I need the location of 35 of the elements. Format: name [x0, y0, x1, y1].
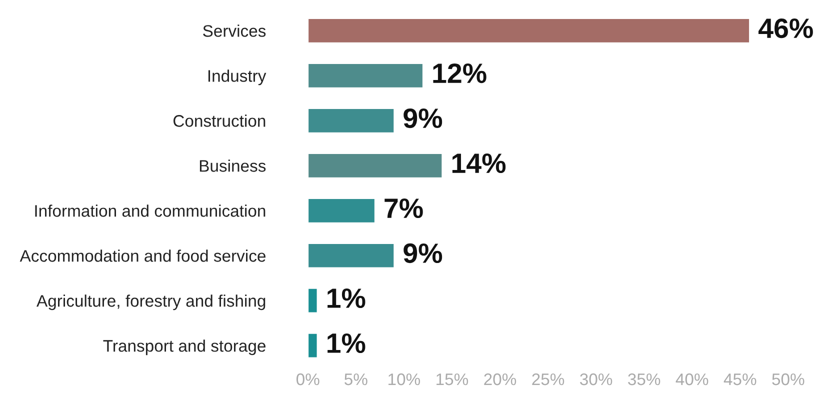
data-label: 1% — [328, 288, 366, 308]
x-tick-label: 20% — [484, 373, 516, 386]
x-tick-label: 25% — [532, 373, 564, 386]
x-tick-label: 35% — [628, 373, 660, 386]
bar — [308, 152, 444, 179]
y-tick-label: Business — [200, 160, 266, 172]
y-tick-label: Agriculture, forestry and fishing — [36, 294, 266, 310]
bar — [308, 108, 396, 134]
bar — [308, 288, 318, 314]
x-tick-label: 45% — [724, 373, 756, 386]
y-tick-label: Information and communication — [35, 204, 266, 217]
data-label: 9% — [404, 108, 442, 128]
x-tick-label: 40% — [676, 373, 708, 386]
data-label: 1% — [328, 333, 366, 354]
y-tick-label: Transport and storage — [103, 340, 266, 356]
y-tick-label: Construction — [173, 114, 266, 127]
data-label: 7% — [384, 198, 423, 218]
bar — [308, 18, 750, 44]
y-tick-label: Industry — [208, 70, 266, 86]
x-tick-label: 50% — [772, 373, 804, 386]
bar — [308, 198, 376, 224]
x-tick-label: 30% — [580, 373, 612, 386]
bar — [308, 62, 424, 89]
x-tick-label: 0% — [296, 373, 320, 386]
data-label: 46% — [758, 18, 813, 38]
data-label: 9% — [404, 243, 442, 264]
bar — [308, 332, 318, 359]
data-label: 12% — [433, 63, 486, 84]
x-tick-label: 5% — [344, 373, 368, 386]
data-label: 14% — [452, 154, 506, 174]
x-tick-label: 10% — [388, 373, 420, 386]
y-tick-label: Accommodation and food service — [20, 250, 266, 262]
x-tick-label: 15% — [436, 373, 468, 386]
y-tick-label: Services — [203, 24, 266, 37]
bar — [308, 242, 396, 269]
